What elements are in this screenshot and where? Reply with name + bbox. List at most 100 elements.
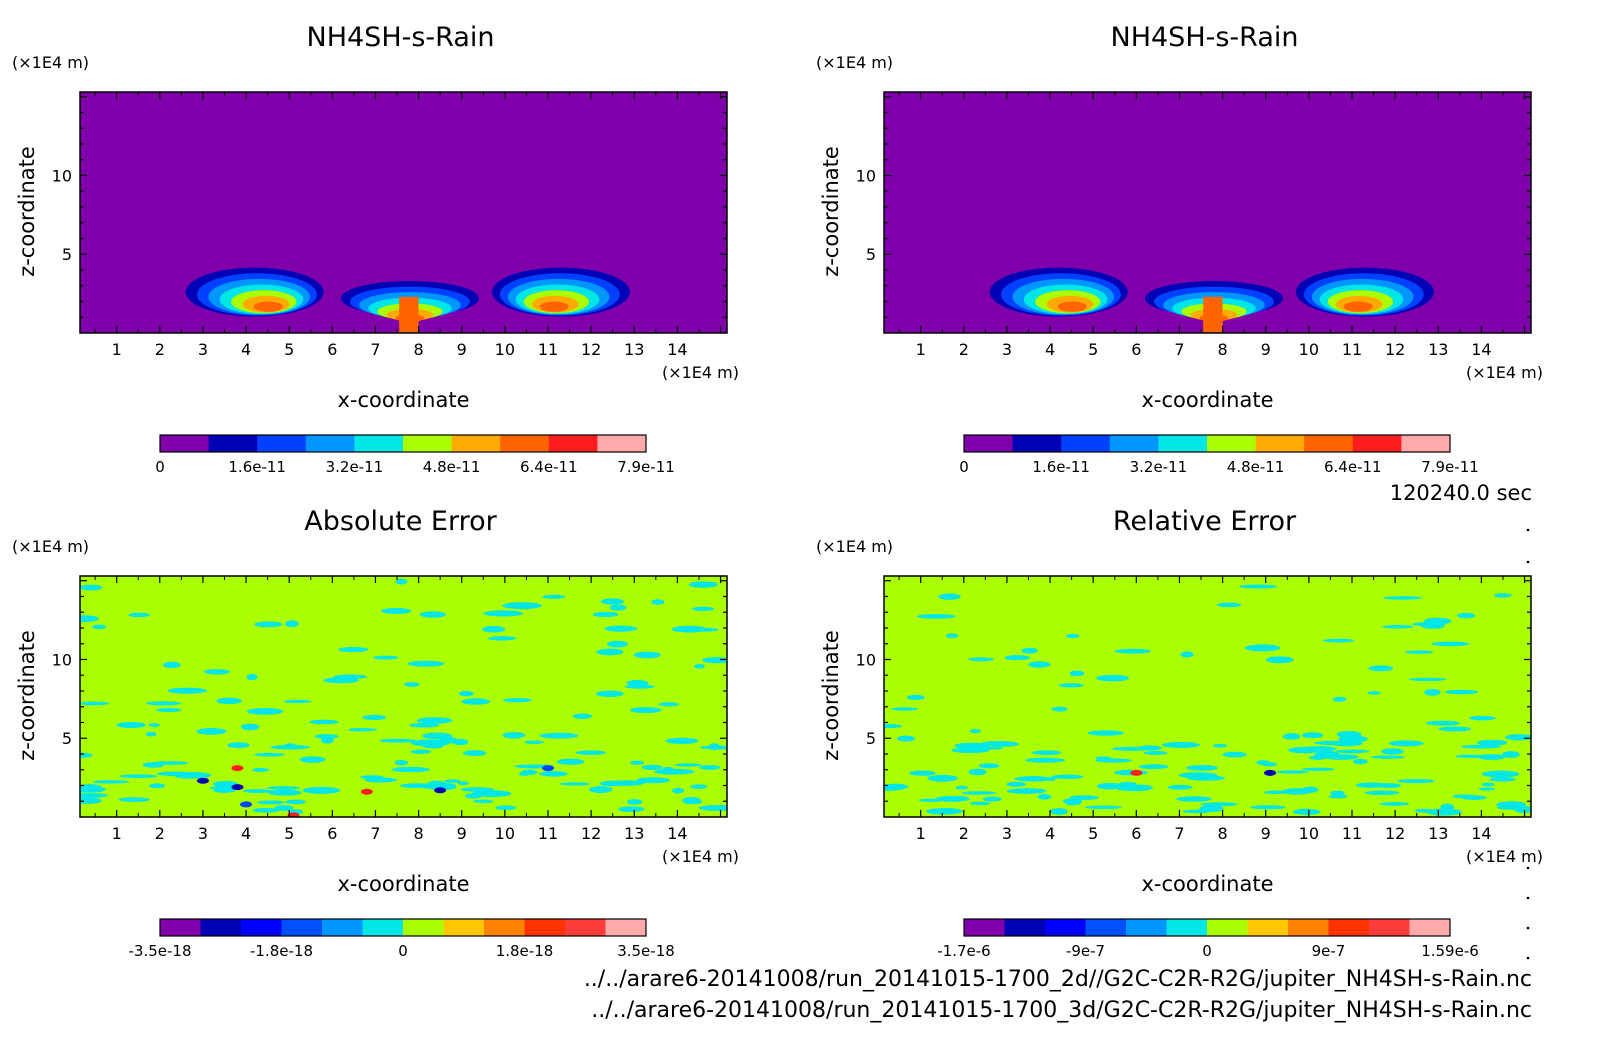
x-tick-label: 14: [667, 824, 687, 843]
noise-blob: [495, 805, 517, 810]
noise-blob: [373, 655, 399, 660]
noise-blob: [1476, 739, 1508, 746]
plot-area: [884, 92, 1531, 333]
noise-blob: [1264, 769, 1277, 776]
noise-blob: [92, 780, 130, 784]
colorbar-swatch: [354, 435, 404, 452]
colorbar-swatch: [281, 919, 323, 936]
x-tick-label: 4: [1045, 824, 1055, 843]
noise-blob: [1114, 784, 1154, 792]
colorbar-swatch: [565, 919, 606, 936]
x-axis: 1 2 3 4 5 6 7 8 9 10 11 12 13 14(×1E4 m)x-coordinate: [898, 576, 1543, 896]
colorbar-label: -1.8e-18: [250, 942, 313, 960]
colorbar-swatch: [1255, 435, 1305, 452]
noise-blob: [1051, 706, 1068, 712]
x-unit-label: (×1E4 m): [662, 363, 739, 382]
x-tick-label: 1: [112, 824, 122, 843]
x-tick-label: 8: [1218, 824, 1228, 843]
chart-title: Relative Error: [1113, 506, 1297, 537]
noise-blob: [936, 795, 970, 802]
noise-blob: [1062, 798, 1083, 805]
noise-blob: [1382, 624, 1414, 629]
x-tick-label: 3: [1002, 824, 1012, 843]
x-tick-label: 13: [624, 824, 644, 843]
noise-blob: [691, 606, 715, 612]
x-unit-label: (×1E4 m): [1466, 363, 1543, 382]
noise-blob: [596, 648, 624, 656]
x-axis-label: x-coordinate: [1141, 872, 1273, 896]
noise-blob: [1250, 805, 1286, 810]
noise-blob: [92, 624, 107, 630]
noise-blob: [1216, 602, 1242, 608]
x-tick-label: 6: [1131, 824, 1141, 843]
y-tick-label: 5: [62, 245, 72, 264]
noise-blob: [1006, 788, 1047, 794]
noise-blob: [156, 708, 182, 713]
colorbar-frame: [159, 918, 647, 937]
noise-blob: [1021, 647, 1038, 654]
x-tick-label: 4: [241, 340, 251, 359]
panel-3: 1 2 3 4 5 6 7 8 9 10 11 12 13 14(×1E4 m)x-coordinate5…: [12, 506, 739, 960]
noise-blob: [995, 741, 1010, 745]
colorbar-label: 6.4e-11: [1324, 458, 1382, 476]
noise-blob: [240, 723, 260, 731]
colorbar-swatch: [1328, 919, 1370, 936]
noise-blob: [1095, 758, 1133, 763]
noise-blob: [320, 736, 334, 744]
time-label: 120240.0 sec: [1390, 481, 1532, 505]
panel-4: 1 2 3 4 5 6 7 8 9 10 11 12 13 14(×1E4 m)x-coordinate5…: [816, 506, 1543, 960]
noise-blob: [1004, 655, 1031, 661]
colorbar-swatch: [597, 435, 647, 452]
noise-blob: [521, 769, 538, 775]
colorbar-swatch: [1247, 919, 1289, 936]
x-tick-label: 14: [1471, 824, 1491, 843]
noise-blob: [674, 763, 703, 767]
x-tick-label: 10: [495, 340, 515, 359]
noise-blob: [404, 682, 420, 687]
noise-blob: [1118, 781, 1137, 786]
x-tick-label: 5: [284, 824, 294, 843]
noise-blob: [1037, 794, 1052, 800]
noise-blob: [1276, 770, 1309, 774]
noise-blob: [682, 797, 701, 804]
colorbar-swatch: [208, 435, 258, 452]
x-tick-label: 6: [327, 340, 337, 359]
noise-blob: [266, 786, 301, 790]
noise-blob: [897, 735, 915, 742]
noise-blob: [1336, 730, 1362, 738]
y-tick-label: 10: [856, 166, 876, 185]
noise-blob: [163, 661, 181, 669]
noise-blob: [1282, 733, 1301, 740]
noise-blob: [1328, 794, 1348, 799]
x-tick-label: 4: [1045, 340, 1055, 359]
noise-blob: [539, 732, 579, 739]
x-tick-label: 13: [1428, 340, 1448, 359]
x-tick-label: 9: [1261, 824, 1271, 843]
noise-blob: [360, 788, 373, 795]
noise-blob: [80, 615, 99, 623]
noise-blob: [1314, 740, 1347, 746]
noise-blob: [1222, 751, 1247, 758]
noise-blob: [1292, 808, 1321, 815]
y-unit-label: (×1E4 m): [816, 537, 893, 556]
noise-blob: [80, 786, 106, 793]
file-path-2d: ../../arare6-20141008/run_20141015-1700_…: [584, 967, 1532, 992]
noise-blob: [688, 581, 719, 588]
panel-2: 1 2 3 4 5 6 7 8 9 10 11 12 13 14(×1E4 m)x-coordinate5…: [816, 22, 1543, 476]
colorbar-label: 1.8e-18: [496, 942, 554, 960]
noise-blob: [284, 620, 299, 628]
colorbar-swatch: [1409, 919, 1451, 936]
noise-blob: [439, 736, 458, 744]
x-tick-label: 5: [1088, 340, 1098, 359]
x-tick-label: 14: [1471, 340, 1491, 359]
noise-blob: [116, 722, 146, 729]
noise-blob: [422, 743, 444, 749]
noise-blob: [1452, 794, 1477, 799]
colorbar-label: 0: [398, 942, 408, 960]
noise-blob: [302, 786, 341, 794]
x-tick-label: 6: [327, 824, 337, 843]
noise-blob: [575, 750, 607, 755]
noise-blob: [694, 664, 706, 669]
contour-level: [253, 301, 283, 312]
noise-blob: [651, 599, 665, 605]
